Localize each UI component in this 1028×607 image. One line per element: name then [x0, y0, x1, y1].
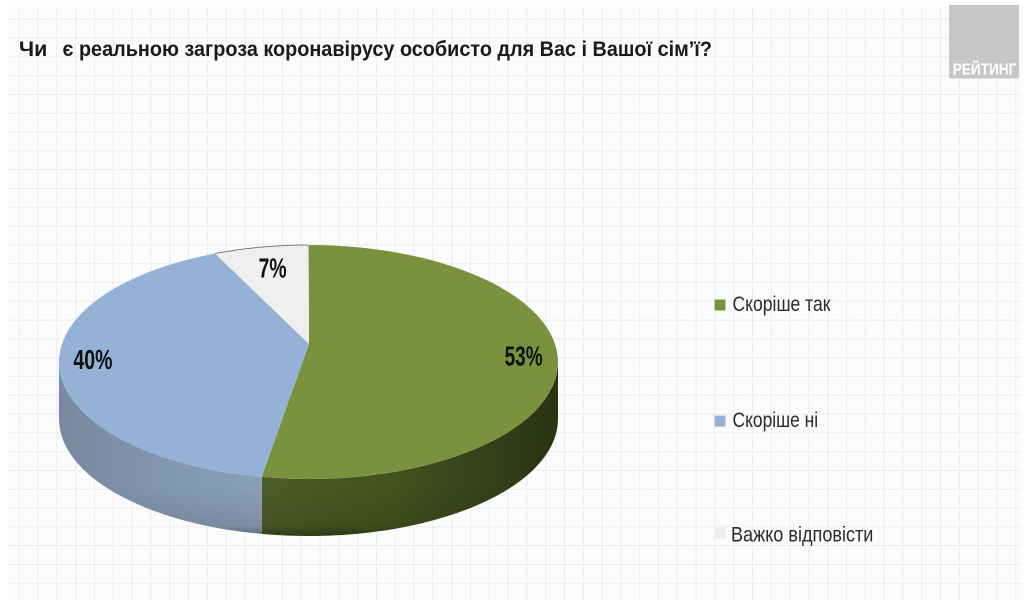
svg-text:РЕЙТИНГ: РЕЙТИНГ	[953, 60, 1017, 79]
svg-text:є реальною загроза коронавірус: є реальною загроза коронавірусу особисто…	[63, 37, 713, 61]
svg-text:40%: 40%	[73, 344, 112, 375]
svg-text:53%: 53%	[505, 341, 543, 372]
svg-text:Скоріше ні: Скоріше ні	[733, 408, 819, 432]
svg-text:7%: 7%	[259, 253, 287, 284]
svg-text:Важко відповісти: Важко відповісти	[731, 522, 873, 546]
svg-text:Скоріше так: Скоріше так	[733, 292, 831, 316]
svg-text:Чи: Чи	[19, 37, 47, 61]
